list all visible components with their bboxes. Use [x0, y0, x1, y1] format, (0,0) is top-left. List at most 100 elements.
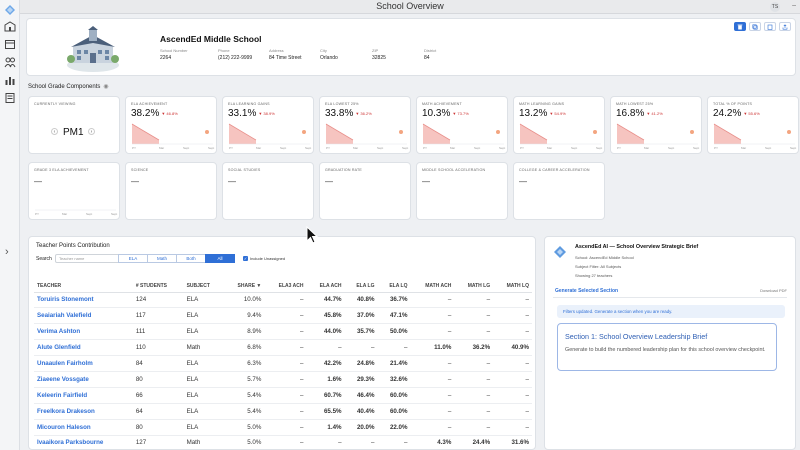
section-1-body: Generate to build the numbered leadershi… [565, 347, 766, 353]
column-header[interactable]: ELA3 ACH [264, 280, 307, 293]
generate-section-button[interactable]: Generate Selected Section [555, 288, 619, 294]
table-cell: – [377, 435, 411, 450]
metric-card-graduation-rate[interactable]: GRADUATION RATE — [319, 162, 411, 220]
teacher-name-link[interactable]: Seaiariah Valefield [34, 307, 133, 325]
window-title: School Overview [376, 1, 444, 11]
metric-card-social-studies[interactable]: SOCIAL STUDIES — [222, 162, 314, 220]
metric-change: ▼ 36.2% [355, 110, 372, 116]
chart-axis-label: Mar [256, 146, 262, 150]
table-cell: 64 [132, 403, 184, 420]
analytics-icon[interactable] [4, 74, 16, 86]
teacher-name-link[interactable]: Verima Ashton [34, 323, 133, 341]
chart-axis-label: Sept [571, 146, 578, 150]
teacher-name-link[interactable]: Toruiris Stonemont [34, 292, 133, 309]
table-cell: – [493, 403, 532, 420]
clipboard-button[interactable] [764, 22, 776, 31]
table-cell: – [454, 292, 494, 309]
column-header[interactable]: MATH ACH [410, 280, 455, 293]
table-cell: 6.8% [223, 339, 265, 357]
table-row[interactable]: Alute Glenfield 110 Math 6.8% – – – –11.0% 36.2%… [34, 339, 532, 357]
column-header[interactable]: ELA LG [344, 280, 378, 293]
filter-ela-button[interactable]: ELA [118, 254, 148, 263]
trend-area [617, 124, 644, 144]
table-row[interactable]: Verima Ashton 111 ELA 8.9% –44.0% 35.7% 50.0% –… [34, 323, 532, 341]
metric-card-college-career-acceleration[interactable]: COLLEGE & CAREER ACCELERATION — [513, 162, 605, 220]
zip-field: ZIP 32825 [372, 48, 386, 61]
chart-axis-label: Mar [644, 146, 650, 150]
school-building-icon[interactable] [4, 20, 16, 32]
teacher-name-link[interactable]: Ziaeene Vossgate [34, 371, 133, 388]
calendar-icon[interactable] [4, 38, 16, 50]
metric-card-math-learning-gains[interactable]: MATH LEARNING GAINS 13.2% ▼ 54.9% PY Mar Sept… [513, 96, 605, 154]
table-row[interactable]: Toruiris Stonemont 124 ELA 10.0% –44.7% 40.8%… [34, 292, 532, 309]
filter-both-button[interactable]: Both [176, 254, 206, 263]
chart-axis-label: Mar [353, 146, 359, 150]
app-logo-icon[interactable] [4, 4, 16, 16]
filter-all-button[interactable]: All [205, 254, 235, 263]
prev-period-icon[interactable]: ‹ [51, 128, 58, 135]
metric-card-ela-learning-gains[interactable]: ELA LEARNING GAINS 33.1% ▼ 38.9% PY Mar Sept S… [222, 96, 314, 154]
metric-card-grade-3-ela-achievement[interactable]: GRADE 3 ELA ACHIEVEMENT — PY Mar Sept Sept [28, 162, 120, 220]
table-row[interactable]: Freelkora Drakeson 64 ELA 5.4% –65.5% 40.4% 60… [34, 403, 532, 420]
include-unassigned-checkbox[interactable]: ✓ Include Unassigned [243, 256, 286, 261]
column-header[interactable]: TEACHER [34, 280, 133, 293]
table-row[interactable]: Seaiariah Valefield 117 ELA 9.4% –45.8% 37.0%… [34, 307, 532, 325]
table-cell: – [454, 371, 494, 388]
table-row[interactable]: Unaaulen Fairholm 84 ELA 6.3% –42.2% 24.8% 21.… [34, 355, 532, 372]
metric-card-ela-achievement[interactable]: ELA ACHIEVEMENT 38.2% ▼ 46.8% PY Mar Sept Sept [125, 96, 217, 154]
user-avatar[interactable]: TS [770, 2, 780, 12]
metric-card-middle-school-acceleration[interactable]: MIDDLE SCHOOL ACCELERATION — [416, 162, 508, 220]
ai-brief-panel: AscendEd AI — School Overview Strategic … [544, 236, 796, 450]
teacher-name-link[interactable]: Keleerin Fairfield [34, 387, 133, 404]
metric-card-ela-lowest-25[interactable]: ELA LOWEST 25% 33.8% ▼ 36.2% PY Mar Sept Sept [319, 96, 411, 154]
table-cell: – [493, 355, 532, 372]
column-header[interactable]: ELA LQ [377, 280, 411, 293]
document-icon[interactable] [4, 92, 16, 104]
minimize-icon[interactable]: – [792, 2, 796, 9]
table-cell: 24.8% [344, 355, 378, 372]
copy-button[interactable] [749, 22, 761, 31]
metric-card-science[interactable]: SCIENCE — [125, 162, 217, 220]
metric-card-math-lowest-25[interactable]: MATH LOWEST 25% 16.8% ▼ 41.2% PY Mar Sept Sept [610, 96, 702, 154]
metric-card-total-of-points[interactable]: TOTAL % OF POINTS 24.2% ▼ 55.6% PY Mar Sept Se… [707, 96, 799, 154]
filter-math-button[interactable]: Math [147, 254, 177, 263]
trash-button[interactable] [734, 22, 746, 31]
table-cell: Math [183, 435, 224, 450]
teacher-name-link[interactable]: Freelkora Drakeson [34, 403, 133, 420]
column-header[interactable]: ELA ACH [306, 280, 345, 293]
download-pdf-button[interactable]: Download PDF [760, 288, 787, 293]
metric-change: ▼ 41.2% [646, 110, 663, 116]
metric-value: 33.1% ▼ 38.9% [228, 108, 275, 119]
teacher-name-link[interactable]: Alute Glenfield [34, 339, 133, 357]
column-header[interactable]: MATH LQ [493, 280, 532, 293]
table-cell: – [493, 371, 532, 388]
table-cell: – [306, 435, 345, 450]
table-row[interactable]: Keleerin Fairfield 66 ELA 5.4% –60.7% 46.4% 60… [34, 387, 532, 404]
expand-sidebar-icon[interactable]: › [5, 246, 9, 258]
table-row[interactable]: Ziaeene Vossgate 80 ELA 5.7% –1.6% 29.3% 32.6%… [34, 371, 532, 388]
table-cell: 29.3% [344, 371, 378, 388]
section-1-card[interactable]: Section 1: School Overview Leadership Br… [557, 323, 777, 371]
clipboard-icon [767, 24, 773, 30]
table-row[interactable]: Micouron Haleson 80 ELA 5.0% –1.4% 20.0% 22.0%… [34, 419, 532, 436]
column-header[interactable]: MATH LG [454, 280, 494, 293]
chart-axis-label: Mar [547, 146, 553, 150]
chart-axis-label: Mar [159, 146, 165, 150]
next-period-icon[interactable]: › [88, 128, 95, 135]
latest-point-dot [399, 130, 403, 134]
teacher-name-link[interactable]: Unaaulen Fairholm [34, 355, 133, 372]
column-header[interactable]: SHARE ▼ [223, 280, 265, 293]
teacher-name-link[interactable]: Micouron Haleson [34, 419, 133, 436]
chart-axis-label: Sept [402, 146, 409, 150]
eye-icon[interactable]: ◉ [103, 84, 109, 90]
trend-line [519, 123, 548, 141]
metric-card-math-achievement[interactable]: MATH ACHIEVEMENT 10.3% ▼ 73.7% PY Mar Sept Sep… [416, 96, 508, 154]
column-header[interactable]: SUBJECT [183, 280, 224, 293]
district-field: District 84 [424, 48, 437, 61]
table-cell: 40.8% [344, 292, 378, 309]
share-button[interactable] [779, 22, 791, 31]
teacher-name-link[interactable]: Ivaaikora Parksbourne [34, 435, 133, 450]
column-header[interactable]: # STUDENTS [132, 280, 184, 293]
people-icon[interactable] [4, 56, 16, 68]
table-row[interactable]: Ivaaikora Parksbourne 127 Math 5.0% – – – –4.3%… [34, 435, 532, 450]
